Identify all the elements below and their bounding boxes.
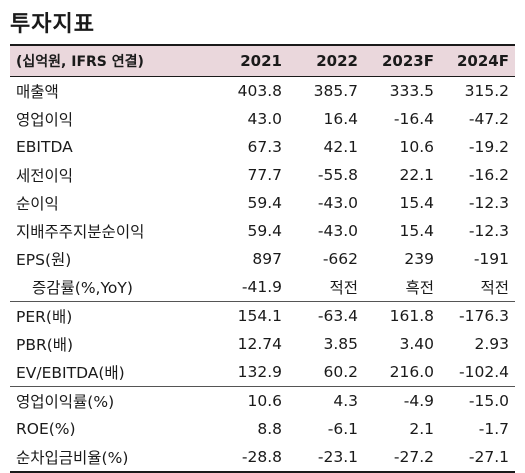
- table-row: 순차입금비율(%) -28.8 -23.1 -27.2 -27.1: [10, 443, 515, 473]
- header-year: 2021: [240, 52, 282, 70]
- table-cell: -191: [473, 250, 509, 268]
- table-cell: -16.2: [468, 166, 509, 184]
- table-cell: 2.1: [409, 420, 434, 438]
- header-year: 2023F: [382, 52, 434, 70]
- table-cell: -41.9: [241, 278, 282, 296]
- table-cell: -15.0: [468, 392, 509, 410]
- table-cell: 10.6: [399, 138, 434, 156]
- row-label: 세전이익: [16, 167, 74, 185]
- table-cell: 132.9: [237, 363, 282, 381]
- table-row: EV/EBITDA(배) 132.9 60.2 216.0 -102.4: [10, 358, 515, 386]
- table-cell: -43.0: [317, 194, 358, 212]
- table-cell: 315.2: [464, 82, 509, 100]
- table-cell: 43.0: [247, 110, 282, 128]
- table-cell: 897: [252, 250, 282, 268]
- table-cell: -47.2: [468, 110, 509, 128]
- table-cell: 10.6: [247, 392, 282, 410]
- row-label: 증감률(%,YoY): [32, 279, 133, 297]
- table-cell: -28.8: [241, 448, 282, 466]
- page-title: 투자지표: [10, 12, 95, 37]
- table-row: 영업이익 43.0 16.4 -16.4 -47.2: [10, 105, 515, 133]
- investment-indicators-table: (십억원, IFRS 연결) 2021 2022 2023F 2024F 매출액…: [10, 44, 515, 473]
- table-cell: -27.1: [468, 448, 509, 466]
- table-cell: -63.4: [317, 307, 358, 325]
- row-label: PER(배): [16, 308, 73, 326]
- table-cell: 15.4: [399, 222, 434, 240]
- table-row: 순이익 59.4 -43.0 15.4 -12.3: [10, 189, 515, 217]
- table-cell: -6.1: [327, 420, 358, 438]
- row-label: 매출액: [16, 83, 59, 101]
- table-row: EBITDA 67.3 42.1 10.6 -19.2: [10, 133, 515, 161]
- table-cell: -12.3: [468, 222, 509, 240]
- table-cell: 385.7: [313, 82, 358, 100]
- row-label: PBR(배): [16, 336, 74, 354]
- table-cell: 154.1: [237, 307, 282, 325]
- table-cell: 적전: [329, 279, 358, 297]
- header-year: 2022: [316, 52, 358, 70]
- table-cell: -23.1: [317, 448, 358, 466]
- table-row: PER(배) 154.1 -63.4 161.8 -176.3: [10, 301, 515, 330]
- table-cell: 3.85: [323, 335, 358, 353]
- table-cell: 8.8: [257, 420, 282, 438]
- table-row: 증감률(%,YoY) -41.9 적전 흑전 적전: [10, 273, 515, 301]
- table-cell: -27.2: [393, 448, 434, 466]
- table-cell: 161.8: [389, 307, 434, 325]
- table-cell: 403.8: [237, 82, 282, 100]
- table-cell: -4.9: [403, 392, 434, 410]
- table-row: EPS(원) 897 -662 239 -191: [10, 245, 515, 273]
- header-year: 2024F: [457, 52, 509, 70]
- table-cell: 42.1: [323, 138, 358, 156]
- table-cell: -16.4: [393, 110, 434, 128]
- row-label: 지배주주지분순이익: [16, 223, 145, 241]
- table-cell: 15.4: [399, 194, 434, 212]
- table-cell: 2.93: [474, 335, 509, 353]
- table-cell: 흑전: [405, 279, 434, 297]
- table-cell: 333.5: [389, 82, 434, 100]
- table-header: (십억원, IFRS 연결) 2021 2022 2023F 2024F: [10, 44, 515, 77]
- table-cell: 4.3: [333, 392, 358, 410]
- table-row: 매출액 403.8 385.7 333.5 315.2: [10, 77, 515, 105]
- table-cell: 59.4: [247, 222, 282, 240]
- row-label: 순이익: [16, 195, 59, 213]
- row-label: 순차입금비율(%): [16, 449, 129, 467]
- row-label: 영업이익률(%): [16, 393, 115, 411]
- table-cell: 77.7: [247, 166, 282, 184]
- table-cell: -43.0: [317, 222, 358, 240]
- table-body: 매출액 403.8 385.7 333.5 315.2 영업이익 43.0 16.4 -16.4…: [10, 77, 515, 473]
- table-row: 지배주주지분순이익 59.4 -43.0 15.4 -12.3: [10, 217, 515, 245]
- table-row: 세전이익 77.7 -55.8 22.1 -16.2: [10, 161, 515, 189]
- table-cell: 3.40: [399, 335, 434, 353]
- table-row: ROE(%) 8.8 -6.1 2.1 -1.7: [10, 415, 515, 443]
- header-unit-label: (십억원, IFRS 연결): [16, 54, 144, 70]
- table-cell: 12.74: [237, 335, 282, 353]
- row-label: EBITDA: [16, 138, 73, 156]
- table-cell: 16.4: [323, 110, 358, 128]
- table-cell: 적전: [480, 279, 509, 297]
- table-cell: 59.4: [247, 194, 282, 212]
- row-label: ROE(%): [16, 420, 76, 438]
- table-row: PBR(배) 12.74 3.85 3.40 2.93: [10, 330, 515, 358]
- table-cell: -662: [322, 250, 358, 268]
- row-label: EV/EBITDA(배): [16, 364, 125, 382]
- row-label: 영업이익: [16, 111, 74, 129]
- table-cell: 239: [404, 250, 434, 268]
- table-cell: -55.8: [317, 166, 358, 184]
- table-cell: -12.3: [468, 194, 509, 212]
- row-label: EPS(원): [16, 251, 72, 269]
- table-cell: -19.2: [468, 138, 509, 156]
- table-cell: -102.4: [459, 363, 509, 381]
- table-cell: -1.7: [478, 420, 509, 438]
- table-cell: 216.0: [389, 363, 434, 381]
- table-cell: 67.3: [247, 138, 282, 156]
- table-cell: 22.1: [399, 166, 434, 184]
- table-cell: -176.3: [459, 307, 509, 325]
- table-cell: 60.2: [323, 363, 358, 381]
- table-row: 영업이익률(%) 10.6 4.3 -4.9 -15.0: [10, 386, 515, 415]
